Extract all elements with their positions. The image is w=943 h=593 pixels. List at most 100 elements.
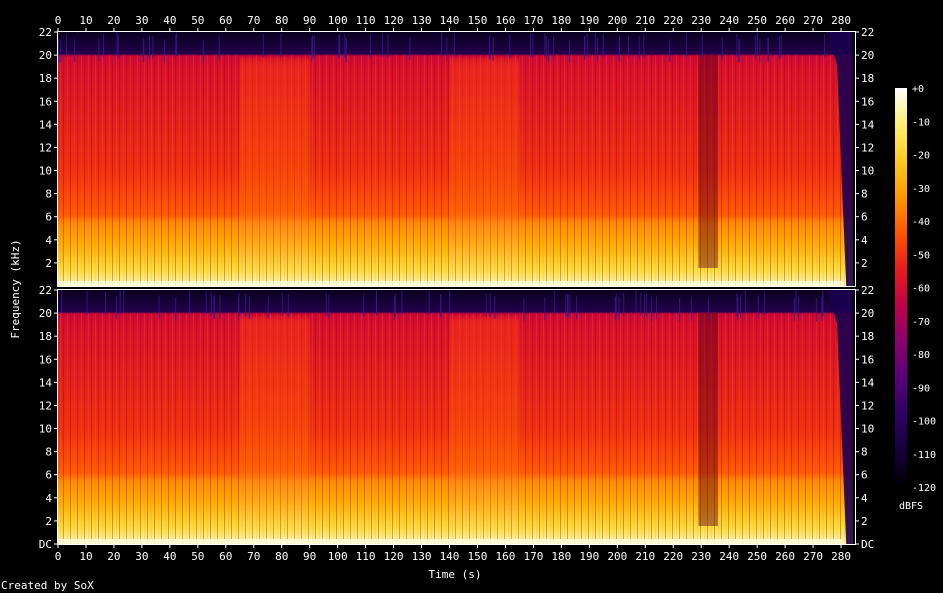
transient-streak — [586, 33, 588, 57]
transient-streak — [655, 296, 657, 320]
transient-streak — [175, 297, 177, 321]
transient-streak — [152, 36, 154, 60]
y-tick-label: 22 — [861, 26, 874, 39]
transient-streak — [569, 295, 571, 319]
y-tick-label: 22 — [39, 284, 52, 297]
x-tick-label: 130 — [412, 550, 432, 563]
y-tick-label: 14 — [861, 376, 875, 389]
y-tick-label: 18 — [39, 72, 52, 85]
transient-streak — [623, 292, 625, 316]
y-tick-label: 2 — [861, 257, 868, 270]
transient-streak — [736, 293, 738, 317]
y-tick-label: 20 — [39, 307, 52, 320]
y-tick-label: 12 — [39, 399, 52, 412]
y-tick-label: 4 — [45, 492, 52, 505]
y-tick-label: DC — [861, 538, 874, 551]
y-tick-label: 6 — [45, 211, 52, 224]
y-tick-label: 2 — [45, 515, 52, 528]
x-tick-label: 220 — [663, 550, 683, 563]
transient-streak — [686, 33, 688, 58]
x-tick-label: 40 — [163, 550, 176, 563]
y-tick-label: 10 — [861, 423, 874, 436]
low-energy-segment — [698, 313, 718, 526]
spectrogram-channel-2 — [57, 289, 856, 545]
transient-streak — [210, 292, 212, 316]
transient-streak — [553, 36, 555, 60]
y-tick-label: 8 — [45, 446, 52, 459]
transient-streak — [690, 297, 692, 321]
x-tick-label: 120 — [384, 14, 404, 27]
transient-streak — [74, 39, 76, 63]
x-tick-label: 60 — [219, 14, 232, 27]
colorbar-tick-label: +0 — [912, 84, 924, 95]
x-tick-label: 140 — [440, 14, 460, 27]
y-tick-label: 20 — [861, 49, 874, 62]
transient-streak — [312, 35, 314, 59]
y-tick-label: 6 — [45, 469, 52, 482]
transient-streak — [281, 291, 283, 315]
transient-streak — [744, 290, 746, 314]
transient-streak — [202, 39, 204, 63]
transient-streak — [105, 291, 106, 315]
transient-streak — [485, 293, 487, 317]
transient-streak — [523, 297, 525, 321]
y-tick-label: 4 — [861, 234, 868, 247]
y-tick-label: 10 — [861, 165, 874, 178]
x-tick-label: 270 — [803, 550, 823, 563]
transient-streak — [532, 33, 534, 57]
transient-streak — [755, 35, 757, 59]
colorbar-tick-label: -50 — [912, 250, 930, 261]
plot-frame — [57, 31, 856, 287]
x-tick-label: 20 — [107, 14, 120, 27]
colorbar-scale — [895, 88, 907, 487]
colorbar-tick-label: -100 — [912, 417, 936, 428]
y-tick-label: 8 — [861, 446, 868, 459]
transient-streak — [635, 290, 637, 314]
y-tick-label: 14 — [39, 376, 53, 389]
transient-streak — [708, 297, 709, 321]
x-tick-label: 120 — [384, 550, 404, 563]
y-tick-label: 18 — [861, 330, 874, 343]
x-tick-label: 280 — [831, 550, 851, 563]
x-tick-label: 70 — [247, 14, 260, 27]
colorbar-tick-label: -110 — [912, 450, 936, 461]
transient-streak — [287, 294, 289, 318]
transient-streak — [494, 295, 496, 319]
transient-streak — [325, 293, 327, 317]
y-tick-label: 18 — [861, 72, 874, 85]
transient-streak — [757, 32, 758, 56]
transient-streak — [205, 291, 207, 315]
bright-segment-2 — [449, 32, 520, 286]
y-tick-label: 8 — [861, 188, 868, 201]
transient-streak — [594, 32, 596, 56]
x-tick-label: 100 — [328, 14, 348, 27]
transient-streak — [736, 33, 738, 57]
x-tick-label: 80 — [275, 550, 288, 563]
transient-streak — [795, 290, 797, 314]
transient-streak — [313, 36, 315, 60]
colorbar-tick-label: -120 — [912, 483, 936, 494]
transient-streak — [778, 36, 780, 60]
transient-streak — [759, 39, 761, 63]
transient-streak — [158, 295, 160, 319]
transient-streak — [219, 294, 221, 318]
y-tick-label: DC — [39, 538, 52, 551]
transient-streak — [149, 35, 150, 60]
x-tick-label: 10 — [79, 550, 92, 563]
fade-out-region — [827, 290, 853, 544]
x-tick-label: 260 — [775, 550, 795, 563]
transient-streak — [142, 39, 144, 63]
transient-streak — [815, 297, 817, 322]
x-tick-label: 190 — [579, 14, 599, 27]
transient-streak — [576, 296, 578, 320]
transient-streak — [218, 36, 220, 60]
transient-streak — [117, 35, 119, 59]
transient-streak — [615, 293, 617, 317]
transient-streak — [61, 290, 63, 314]
x-tick-label: 200 — [607, 14, 627, 27]
colorbar-tick-label: -20 — [912, 151, 930, 162]
transient-streak — [767, 37, 769, 61]
transient-streak — [757, 295, 759, 319]
y-tick-label: 4 — [45, 234, 52, 247]
